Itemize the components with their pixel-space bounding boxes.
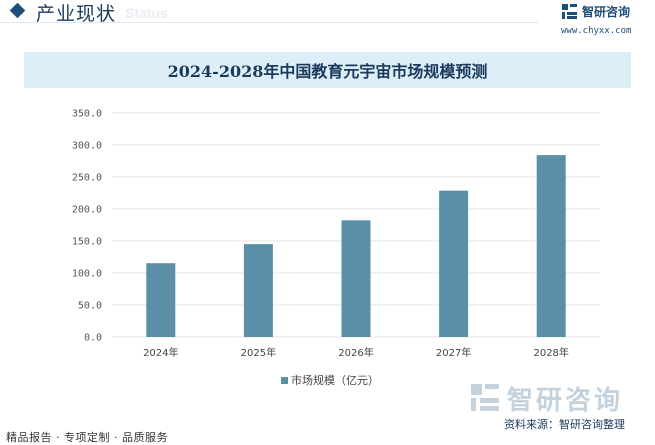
y-tick-label: 100.0 (72, 269, 102, 280)
x-axis-labels: 2024年 2025年 2026年 2027年 2028年 (143, 346, 569, 359)
y-tick-label: 250.0 (72, 173, 102, 184)
watermark-logo-icon (471, 384, 499, 411)
x-tick-label: 2027年 (436, 346, 471, 359)
page-header: 产业现状 Status 智研咨询 www.chyxx.com (0, 0, 655, 44)
x-tick-label: 2028年 (533, 346, 568, 359)
x-tick-label: 2025年 (241, 346, 276, 359)
y-tick-label: 0.0 (84, 333, 102, 344)
chart-title: 2024-2028年中国教育元宇宙市场规模预测 (167, 62, 488, 81)
watermark-text: 智研咨询 (507, 386, 624, 416)
chart-title-bar: 2024-2028年中国教育元宇宙市场规模预测 (24, 52, 631, 88)
brand-url[interactable]: www.chyxx.com (561, 26, 632, 36)
bar (341, 220, 371, 337)
section-ghost-text: Status (125, 5, 168, 21)
legend-label: 市场规模（亿元） (291, 374, 379, 387)
y-tick-label: 300.0 (72, 141, 102, 152)
brand-name: 智研咨询 (582, 5, 631, 19)
y-tick-label: 350.0 (72, 109, 102, 120)
bar (439, 190, 469, 337)
chart-legend: 市场规模（亿元） (281, 372, 379, 388)
section-title: 产业现状 (36, 3, 117, 25)
bars (146, 155, 566, 337)
y-tick-label: 200.0 (72, 205, 102, 216)
y-axis-labels: 0.0 50.0 100.0 150.0 200.0 250.0 300.0 350.0 (72, 109, 102, 344)
y-tick-label: 50.0 (78, 301, 102, 312)
legend-swatch (281, 376, 288, 384)
brand-logo-icon (562, 4, 577, 19)
x-tick-label: 2024年 (143, 346, 178, 359)
bar (243, 244, 273, 337)
bar (146, 263, 176, 337)
x-tick-label: 2026年 (338, 346, 373, 359)
header-divider (0, 22, 538, 23)
source-note: 资料来源：智研咨询整理 (504, 418, 625, 431)
bar (536, 155, 566, 337)
footer-tagline: 精品报告 · 专项定制 · 品质服务 (6, 431, 168, 444)
y-tick-label: 150.0 (72, 237, 102, 248)
